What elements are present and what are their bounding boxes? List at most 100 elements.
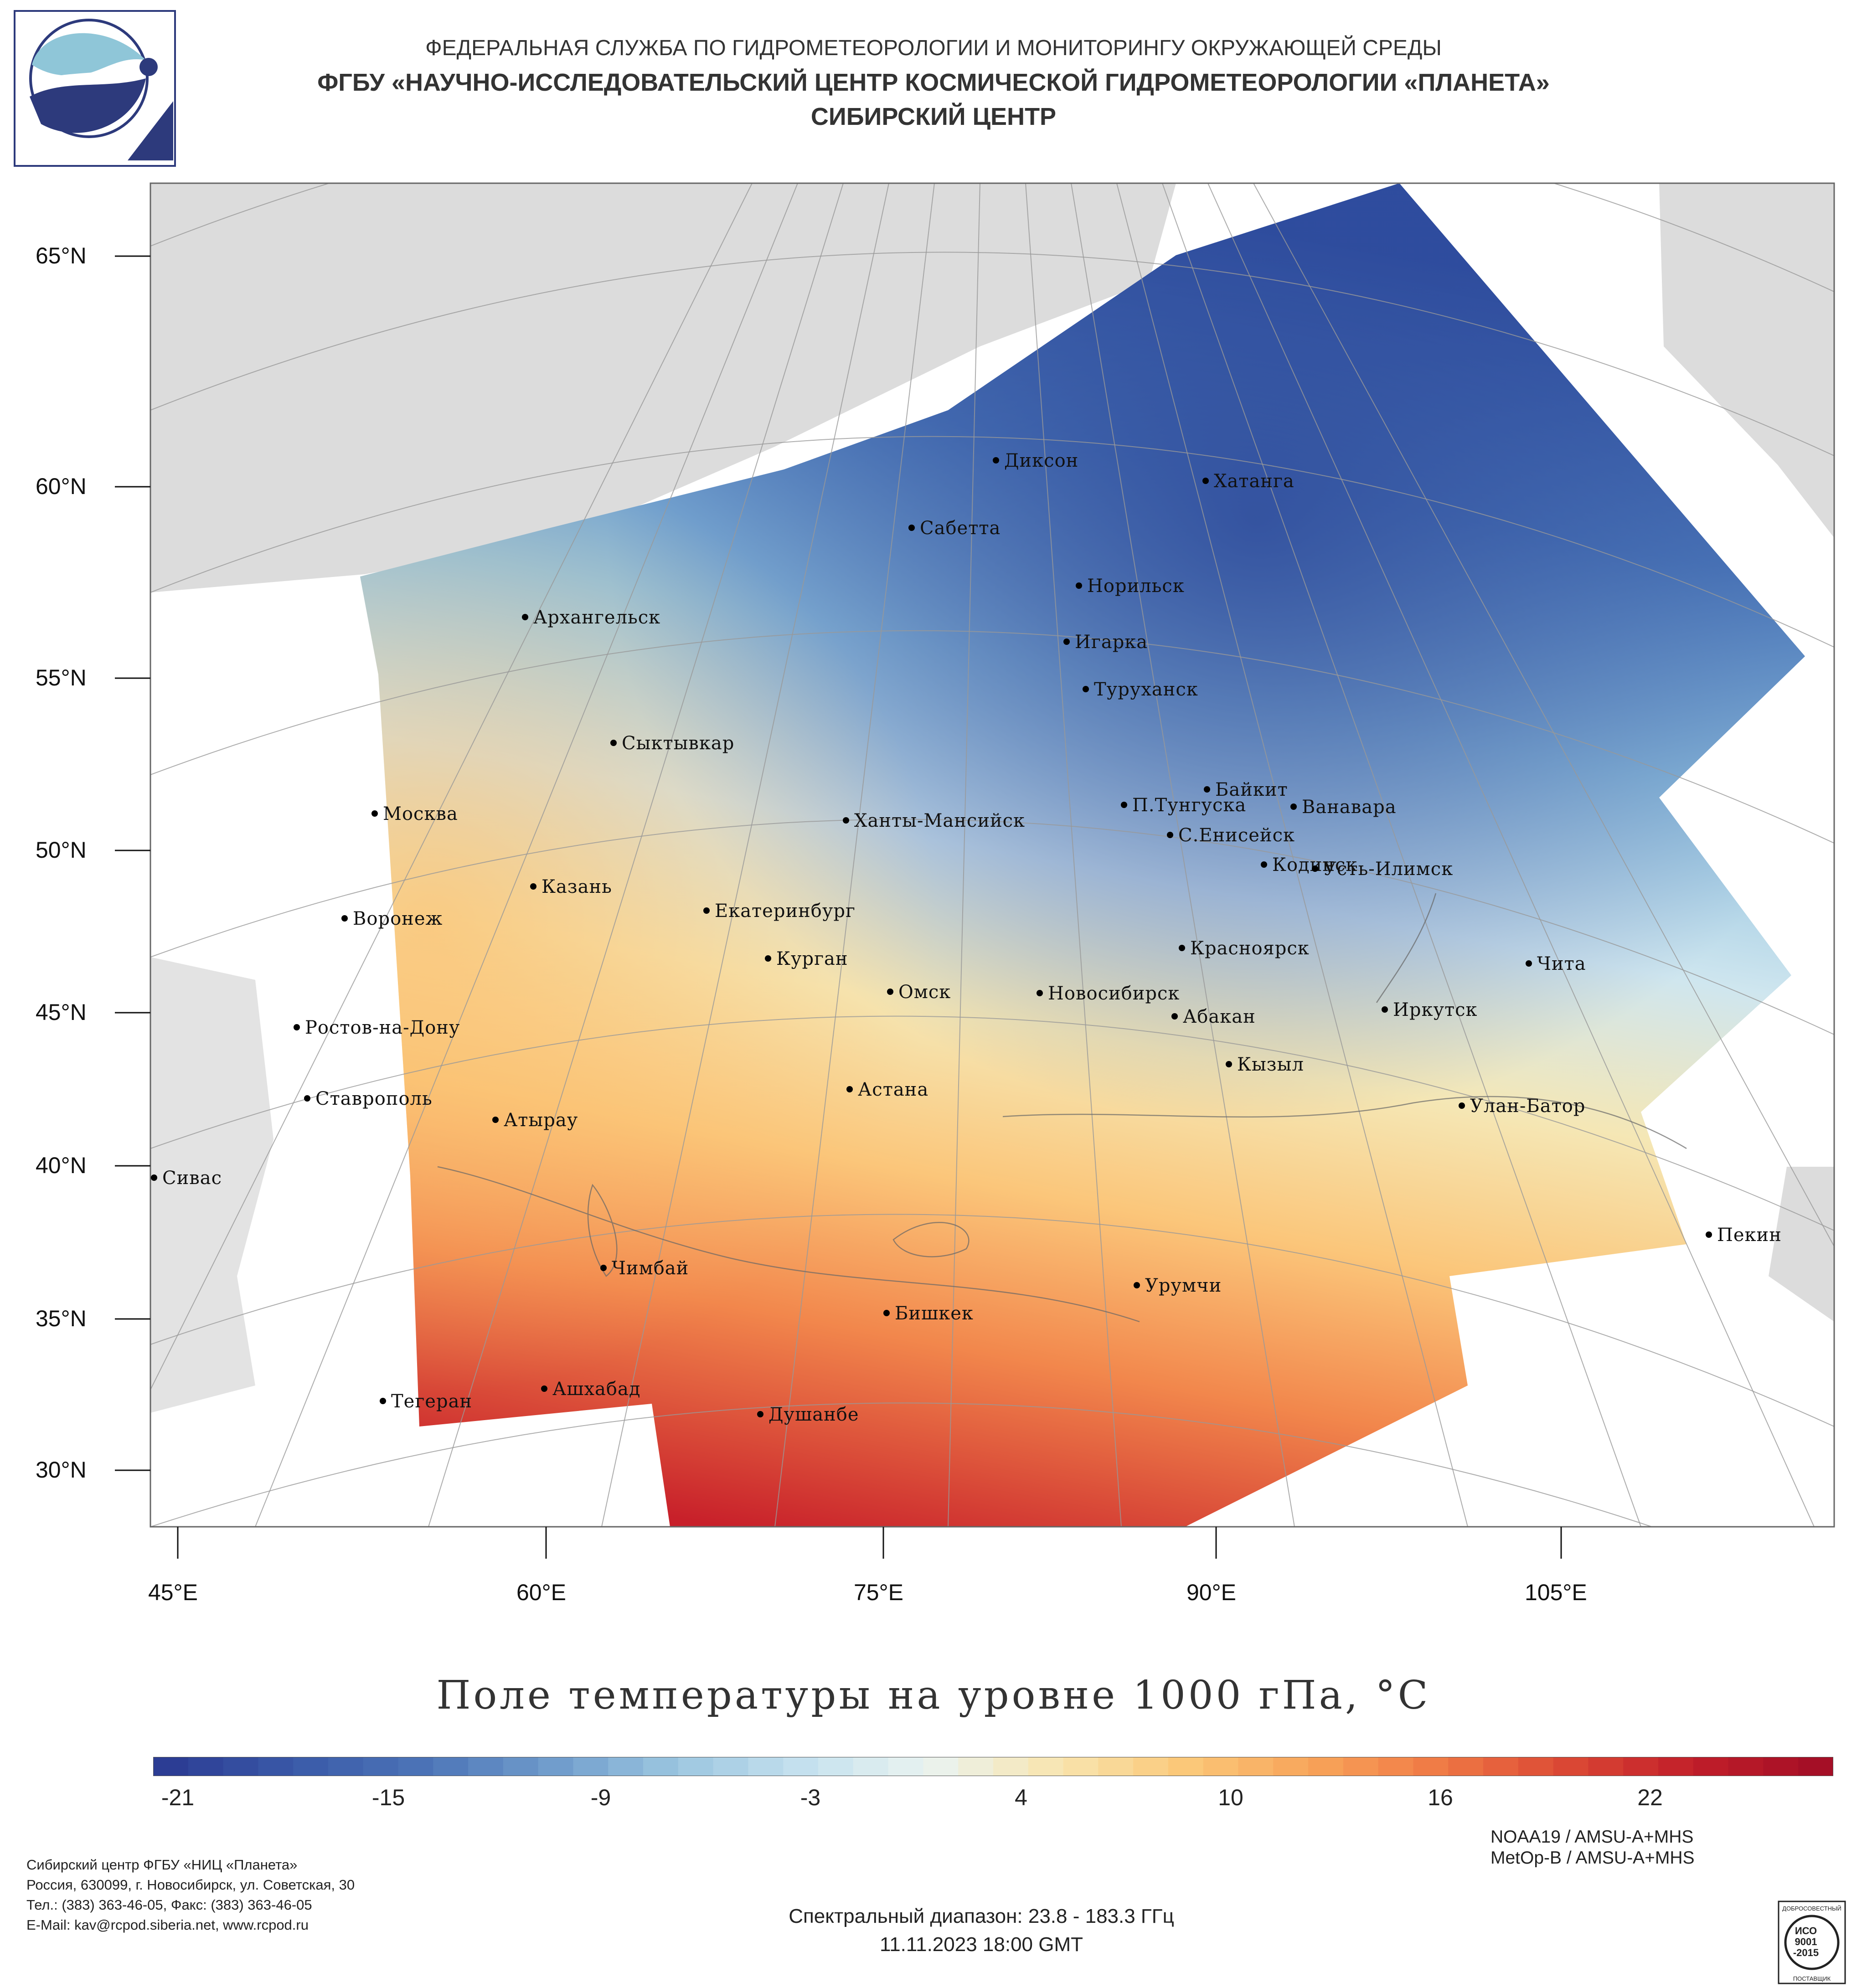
colorbar-cell (888, 1757, 924, 1776)
colorbar-tick: 4 (1015, 1785, 1027, 1810)
city-marker-icon (541, 1385, 547, 1392)
city-marker-icon (846, 1086, 853, 1092)
city-marker-icon (294, 1024, 300, 1030)
org-line: Сибирский центр ФГБУ «НИЦ «Планета» (26, 1857, 298, 1873)
city-label: Душанбе (768, 1404, 859, 1425)
colorbar-cell (1518, 1757, 1554, 1776)
city-marker-icon (1382, 1006, 1388, 1013)
colorbar-cell (1588, 1757, 1624, 1776)
city-label: Москва (383, 803, 458, 824)
city-label: Сивас (162, 1168, 222, 1189)
city-marker-icon (151, 1174, 157, 1181)
city-label: С.Енисейск (1178, 825, 1295, 846)
city-marker-icon (1121, 802, 1127, 808)
branch-name: СИБИРСКИЙ ЦЕНТР (810, 103, 1057, 130)
city-label: Казань (542, 876, 612, 897)
svg-text:9001: 9001 (1795, 1936, 1817, 1947)
city-marker-icon (883, 1310, 890, 1316)
city-marker-icon (522, 614, 528, 620)
colorbar-cell (293, 1757, 329, 1776)
lat-label-60: 60°N (36, 474, 87, 499)
city-label: Новосибирск (1048, 983, 1180, 1004)
city-label: Усть-Илимск (1323, 859, 1453, 880)
colorbar-cell (1308, 1757, 1344, 1776)
colorbar-cell (1553, 1757, 1589, 1776)
city-label: Байкит (1215, 779, 1288, 800)
lat-label-50: 50°N (36, 837, 87, 863)
org-line: Россия, 630099, г. Новосибирск, ул. Сове… (26, 1877, 355, 1893)
colorbar-tick: 16 (1428, 1785, 1453, 1810)
city-label: Тегеран (391, 1391, 472, 1412)
city-label: Омск (898, 982, 951, 1003)
colorbar-cell (1798, 1757, 1833, 1776)
colorbar-cell (188, 1757, 224, 1776)
svg-text:-2015: -2015 (1793, 1947, 1819, 1958)
svg-text:ИСО: ИСО (1795, 1925, 1817, 1936)
city-marker-icon (530, 883, 536, 890)
city-marker-icon (1261, 861, 1267, 868)
city-label: Чимбай (612, 1258, 689, 1279)
lon-label-75: 75°E (854, 1580, 903, 1605)
city-label: Норильск (1087, 576, 1185, 597)
lat-label-30: 30°N (36, 1457, 87, 1483)
lat-label-65: 65°N (36, 243, 87, 268)
city-label: Пекин (1717, 1225, 1782, 1246)
city-marker-icon (1063, 639, 1070, 645)
city-marker-icon (1202, 478, 1209, 484)
colorbar-cell (713, 1757, 749, 1776)
city-marker-icon (1171, 1013, 1178, 1020)
colorbar-cell (433, 1757, 469, 1776)
colorbar-cell (1238, 1757, 1274, 1776)
city-marker-icon (371, 810, 378, 817)
city-label: Екатеринбург (715, 901, 856, 922)
colorbar-cell (223, 1757, 259, 1776)
city-label: Урумчи (1145, 1275, 1222, 1296)
colorbar-cell (1378, 1757, 1414, 1776)
colorbar-cell (1168, 1757, 1204, 1776)
lon-label-105: 105°E (1525, 1580, 1587, 1605)
colorbar-tick: -9 (590, 1785, 611, 1810)
city-marker-icon (600, 1265, 607, 1271)
iso-certificate-icon: ДОБРОСОВЕСТНЫЙ ИСО 9001 -2015 ПОСТАВЩИК (1778, 1900, 1846, 1984)
satellite-line: NOAA19 / AMSU-A+MHS (1491, 1827, 1694, 1847)
satellite-list: NOAA19 / AMSU-A+MHS MetOp-B / AMSU-A+MHS (1491, 1827, 1695, 1869)
city-marker-icon (703, 907, 710, 914)
colorbar-cell (1728, 1757, 1764, 1776)
city-label: Туруханск (1094, 679, 1198, 700)
colorbar-cell (363, 1757, 399, 1776)
city-label: Воронеж (353, 908, 443, 929)
city-label: Астана (858, 1079, 928, 1100)
city-marker-icon (757, 1411, 763, 1417)
city-marker-icon (1706, 1231, 1712, 1238)
lon-label-90: 90°E (1186, 1580, 1236, 1605)
colorbar-cell (1133, 1757, 1169, 1776)
city-marker-icon (1526, 960, 1532, 967)
colorbar-cell (1448, 1757, 1484, 1776)
city-label: Кодинск (1272, 855, 1357, 876)
colorbar-cell (923, 1757, 959, 1776)
city-label: Сабетта (920, 518, 1001, 539)
colorbar-cell (328, 1757, 364, 1776)
colorbar-tick: -21 (161, 1785, 195, 1810)
lon-label-60: 60°E (516, 1580, 566, 1605)
colorbar-cell (993, 1757, 1029, 1776)
city-marker-icon (1459, 1102, 1465, 1109)
colorbar-cell (608, 1757, 644, 1776)
city-marker-icon (1083, 686, 1089, 692)
city-marker-icon (1037, 990, 1043, 996)
city-label: Кызыл (1237, 1054, 1304, 1075)
colorbar-cell (748, 1757, 784, 1776)
city-marker-icon (492, 1117, 499, 1123)
city-marker-icon (1167, 832, 1173, 838)
colorbar-cell (1203, 1757, 1239, 1776)
city-marker-icon (1076, 582, 1082, 589)
city-marker-icon (341, 915, 348, 922)
city-label: Сыктывкар (622, 733, 734, 754)
colorbar-cell (1063, 1757, 1099, 1776)
city-marker-icon (1134, 1282, 1140, 1288)
colorbar-cell (1763, 1757, 1799, 1776)
city-marker-icon (765, 955, 771, 962)
city-label: Ростов-на-Дону (305, 1017, 460, 1038)
colorbar-cell (1483, 1757, 1519, 1776)
org-line: E-Mail: kav@rcpod.siberia.net, www.rcpod… (26, 1917, 309, 1933)
